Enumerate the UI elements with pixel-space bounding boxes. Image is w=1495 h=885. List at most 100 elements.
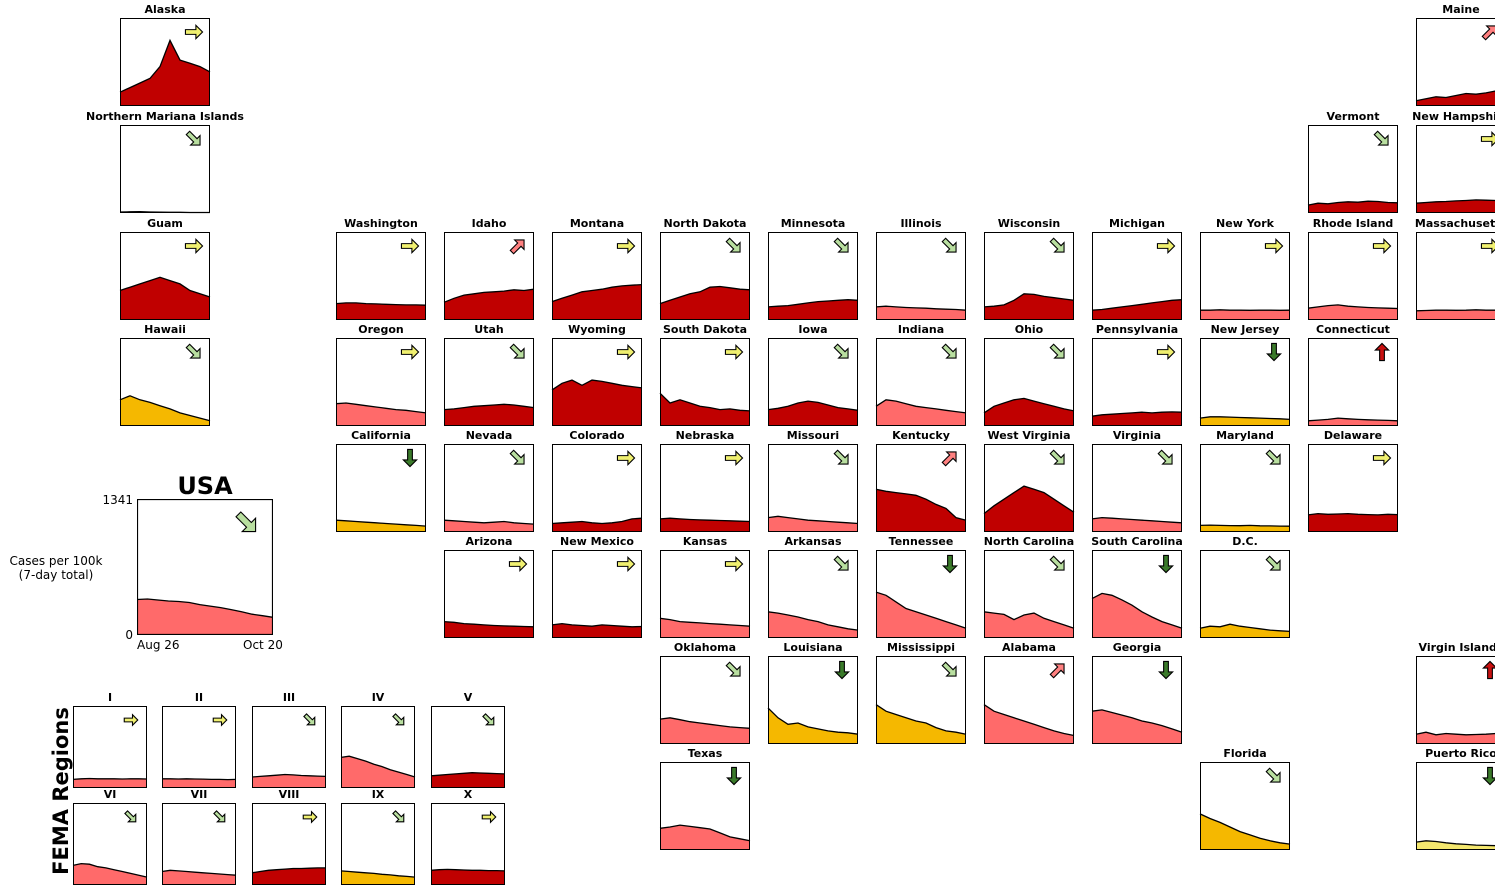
state-tile-alaska-svg [120,18,210,106]
fema-tile-x-svg [431,803,505,885]
state-tile-south-dakota: South Dakota [660,338,750,426]
state-tile-maine: Maine [1416,18,1495,106]
state-tile-puerto-rico-frame [1417,763,1495,850]
state-tile-washington-trend-arrow-icon [401,239,418,252]
state-tile-d-c-title: D.C. [1160,535,1330,548]
state-tile-oklahoma-svg [660,656,750,744]
state-tile-iowa-trend-arrow-icon [831,341,852,362]
state-tile-mississippi-trend-arrow-icon [939,659,960,680]
state-tile-north-dakota-trend-arrow-icon [723,235,744,256]
usa-y-min-label: 0 [101,628,133,642]
state-tile-idaho: Idaho [444,232,534,320]
state-tile-guam-title: Guam [80,217,250,230]
state-tile-arkansas-area [768,612,858,638]
state-tile-vermont: Vermont [1308,125,1398,213]
usa-ylabel-line2: (7-day total) [2,568,110,582]
state-tile-kansas: Kansas [660,550,750,638]
fema-tile-vii-trend-arrow-icon [212,809,229,826]
state-tile-kentucky: Kentucky [876,444,966,532]
state-tile-louisiana-trend-arrow-icon [835,661,848,678]
state-tile-utah-trend-arrow-icon [507,341,528,362]
state-tile-rhode-island-svg [1308,232,1398,320]
state-tile-north-dakota-area [660,287,750,321]
fema-tile-vi: VI [73,803,147,885]
state-tile-minnesota-trend-arrow-icon [831,235,852,256]
state-tile-new-york-line [1200,310,1290,311]
fema-tile-ii: II [162,706,236,788]
fema-tile-iv: IV [341,706,415,788]
state-tile-colorado: Colorado [552,444,642,532]
state-tile-iowa-area [768,401,858,426]
state-tile-maryland-svg [1200,444,1290,532]
state-tile-maryland: Maryland [1200,444,1290,532]
state-tile-new-hampshire-trend-arrow-icon [1481,132,1495,145]
state-tile-indiana-trend-arrow-icon [939,341,960,362]
state-tile-kansas-area [660,618,750,638]
state-tile-wyoming-trend-arrow-icon [617,345,634,358]
state-tile-puerto-rico-title: Puerto Rico [1376,747,1495,760]
state-tile-north-dakota-svg [660,232,750,320]
state-tile-michigan-area [1092,300,1182,320]
fema-tile-ix: IX [341,803,415,885]
state-tile-virgin-islands-title: Virgin Islands [1376,641,1495,654]
fema-tile-iii: III [252,706,326,788]
state-tile-texas-svg [660,762,750,850]
state-tile-missouri-svg [768,444,858,532]
state-tile-maryland-trend-arrow-icon [1263,447,1284,468]
state-tile-washington-svg [336,232,426,320]
state-tile-kentucky-area [876,489,966,532]
state-tile-d-c-trend-arrow-icon [1263,553,1284,574]
usa-x-start-label: Aug 26 [137,638,180,652]
state-tile-indiana-svg [876,338,966,426]
state-tile-west-virginia-svg [984,444,1074,532]
fema-tile-viii: VIII [252,803,326,885]
usa-title: USA [137,472,273,500]
state-tile-florida-trend-arrow-icon [1263,765,1284,786]
state-tile-wisconsin-trend-arrow-icon [1047,235,1068,256]
fema-tile-i-line [73,779,147,780]
state-tile-new-york: New York [1200,232,1290,320]
state-tile-arkansas-trend-arrow-icon [831,553,852,574]
state-tile-oklahoma: Oklahoma [660,656,750,744]
state-tile-montana: Montana [552,232,642,320]
fema-tile-ii-svg [162,706,236,788]
state-tile-oregon-trend-arrow-icon [401,345,418,358]
usa-trend-arrow-icon [232,508,263,539]
state-tile-illinois-trend-arrow-icon [939,235,960,256]
state-tile-georgia-svg [1092,656,1182,744]
state-tile-arizona-trend-arrow-icon [509,557,526,570]
state-tile-alabama-trend-arrow-icon [1047,659,1068,680]
state-tile-guam-svg [120,232,210,320]
state-tile-virginia-svg [1092,444,1182,532]
fema-tile-x-title: X [391,788,545,801]
fema-tile-iv-trend-arrow-icon [391,712,408,729]
state-tile-puerto-rico-trend-arrow-icon [1483,767,1495,784]
state-tile-nevada: Nevada [444,444,534,532]
fema-tile-i-area [73,779,147,789]
state-tile-michigan-svg [1092,232,1182,320]
state-tile-arizona-svg [444,550,534,638]
state-tile-michigan-trend-arrow-icon [1157,239,1174,252]
state-tile-mississippi-svg [876,656,966,744]
state-tile-minnesota-svg [768,232,858,320]
state-tile-delaware-svg [1308,444,1398,532]
state-tile-texas-title: Texas [620,747,790,760]
state-tile-indiana-area [876,400,966,426]
fema-tile-iii-trend-arrow-icon [302,712,319,729]
fema-tile-vii-svg [162,803,236,885]
state-tile-new-york-trend-arrow-icon [1265,239,1282,252]
state-tile-new-mexico-trend-arrow-icon [617,557,634,570]
usa-x-end-label: Oct 20 [243,638,283,652]
fema-tile-iii-svg [252,706,326,788]
state-tile-florida-title: Florida [1160,747,1330,760]
state-tile-virgin-islands-frame [1417,657,1495,744]
state-tile-california: California [336,444,426,532]
state-tile-california-svg [336,444,426,532]
state-tile-connecticut-trend-arrow-icon [1375,343,1388,360]
state-tile-alaska: Alaska [120,18,210,106]
state-tile-west-virginia-area [984,486,1074,532]
fema-tile-x: X [431,803,505,885]
state-tile-south-carolina-svg [1092,550,1182,638]
state-tile-delaware-area [1308,514,1398,532]
fema-tile-vii: VII [162,803,236,885]
